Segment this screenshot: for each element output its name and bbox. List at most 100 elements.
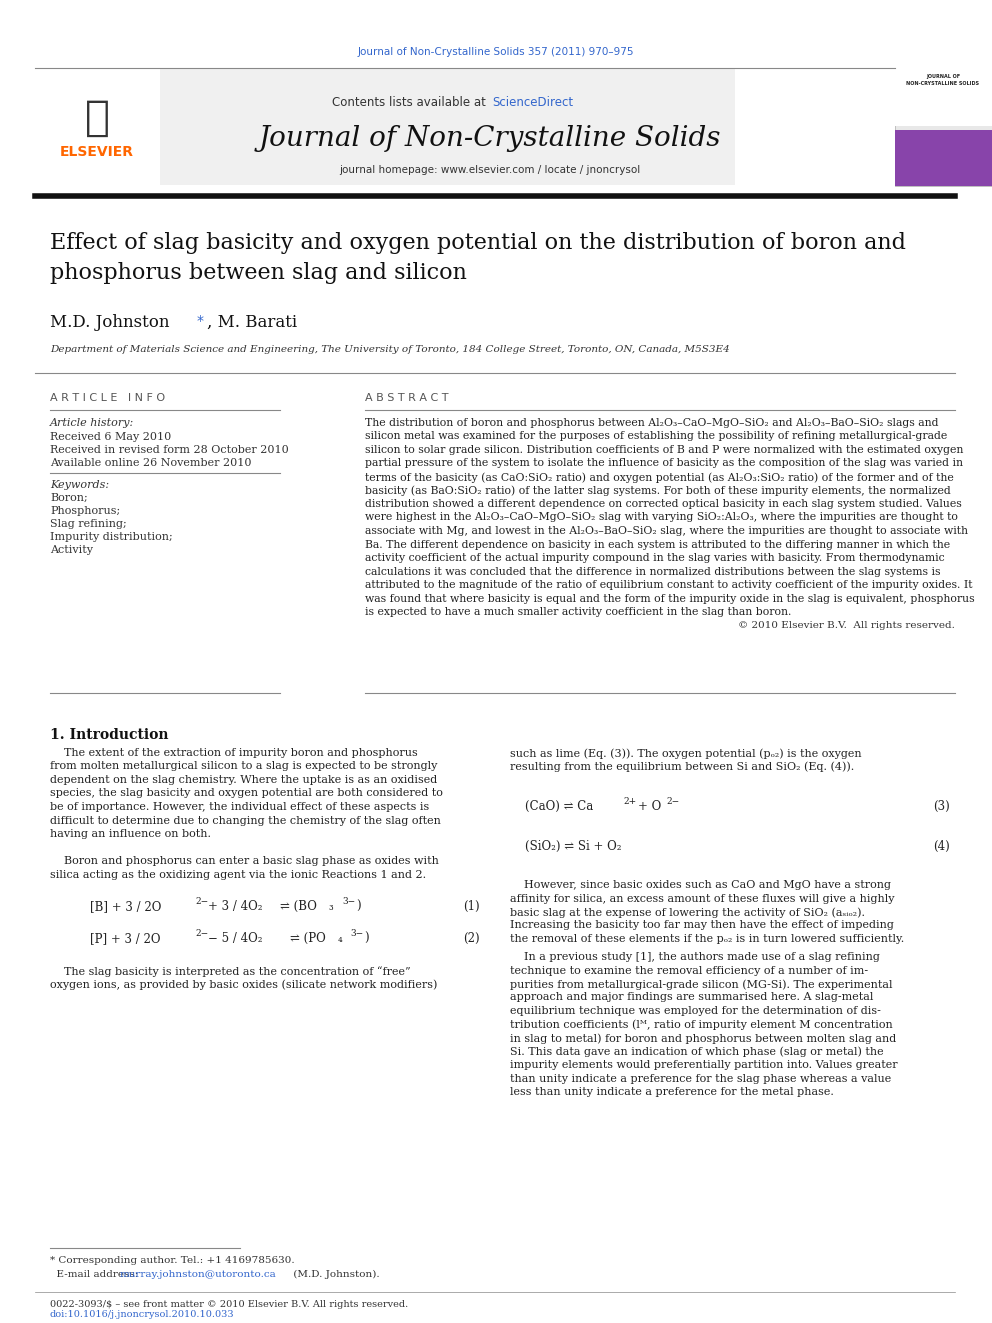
Text: (M.D. Johnston).: (M.D. Johnston). xyxy=(290,1270,380,1279)
Text: 2−: 2− xyxy=(195,929,208,938)
Text: less than unity indicate a preference for the metal phase.: less than unity indicate a preference fo… xyxy=(510,1088,834,1097)
Text: 0022-3093/$ – see front matter © 2010 Elsevier B.V. All rights reserved.: 0022-3093/$ – see front matter © 2010 El… xyxy=(50,1301,409,1308)
Text: terms of the basicity (as CaO:SiO₂ ratio) and oxygen potential (as Al₂O₃:SiO₂ ra: terms of the basicity (as CaO:SiO₂ ratio… xyxy=(365,472,953,483)
Text: E-mail address:: E-mail address: xyxy=(50,1270,142,1279)
Text: be of importance. However, the individual effect of these aspects is: be of importance. However, the individua… xyxy=(50,802,430,812)
Text: + O: + O xyxy=(638,800,662,814)
Text: associate with Mg, and lowest in the Al₂O₃–BaO–SiO₂ slag, where the impurities a: associate with Mg, and lowest in the Al₂… xyxy=(365,527,968,536)
Bar xyxy=(160,67,735,185)
Text: the removal of these elements if the pₒ₂ is in turn lowered sufficiently.: the removal of these elements if the pₒ₂… xyxy=(510,934,905,945)
Text: Effect of slag basicity and oxygen potential on the distribution of boron and: Effect of slag basicity and oxygen poten… xyxy=(50,232,906,254)
Text: such as lime (Eq. (3)). The oxygen potential (pₒ₂) is the oxygen: such as lime (Eq. (3)). The oxygen poten… xyxy=(510,747,862,758)
Text: 1. Introduction: 1. Introduction xyxy=(50,728,169,742)
Text: basic slag at the expense of lowering the activity of SiO₂ (aₛᵢₒ₂).: basic slag at the expense of lowering th… xyxy=(510,908,865,918)
Text: 3−: 3− xyxy=(342,897,355,906)
Text: technique to examine the removal efficiency of a number of im-: technique to examine the removal efficie… xyxy=(510,966,868,975)
Text: having an influence on both.: having an influence on both. xyxy=(50,830,211,839)
Text: The extent of the extraction of impurity boron and phosphorus: The extent of the extraction of impurity… xyxy=(50,747,418,758)
Text: (4): (4) xyxy=(933,840,950,853)
Text: However, since basic oxides such as CaO and MgO have a strong: However, since basic oxides such as CaO … xyxy=(510,880,891,890)
Text: approach and major findings are summarised here. A slag-metal: approach and major findings are summaris… xyxy=(510,992,873,1003)
Text: (3): (3) xyxy=(933,800,950,814)
Text: A B S T R A C T: A B S T R A C T xyxy=(365,393,448,404)
Text: impurity elements would preferentially partition into. Values greater: impurity elements would preferentially p… xyxy=(510,1060,898,1070)
Text: is expected to have a much smaller activity coefficient in the slag than boron.: is expected to have a much smaller activ… xyxy=(365,607,792,617)
Text: Activity: Activity xyxy=(50,545,93,556)
Text: distribution showed a different dependence on corrected optical basicity in each: distribution showed a different dependen… xyxy=(365,499,962,509)
Text: Journal of Non-Crystalline Solids: Journal of Non-Crystalline Solids xyxy=(259,124,721,152)
Text: Slag refining;: Slag refining; xyxy=(50,519,127,529)
Text: Department of Materials Science and Engineering, The University of Toronto, 184 : Department of Materials Science and Engi… xyxy=(50,345,730,355)
Text: [B] + 3 / 2O: [B] + 3 / 2O xyxy=(90,900,162,913)
Text: phosphorus between slag and silicon: phosphorus between slag and silicon xyxy=(50,262,467,284)
Text: Article history:: Article history: xyxy=(50,418,134,429)
Bar xyxy=(895,67,992,126)
Text: than unity indicate a preference for the slag phase whereas a value: than unity indicate a preference for the… xyxy=(510,1073,891,1084)
Text: oxygen ions, as provided by basic oxides (silicate network modifiers): oxygen ions, as provided by basic oxides… xyxy=(50,979,437,990)
Text: [P] + 3 / 2O: [P] + 3 / 2O xyxy=(90,931,161,945)
Text: 2−: 2− xyxy=(666,796,680,806)
Text: 🌳: 🌳 xyxy=(84,97,109,139)
Text: Phosphorus;: Phosphorus; xyxy=(50,505,120,516)
Text: Contents lists available at: Contents lists available at xyxy=(332,95,490,108)
Text: In a previous study [1], the authors made use of a slag refining: In a previous study [1], the authors mad… xyxy=(510,953,880,962)
Text: * Corresponding author. Tel.: +1 4169785630.: * Corresponding author. Tel.: +1 4169785… xyxy=(50,1256,295,1265)
Text: Received in revised form 28 October 2010: Received in revised form 28 October 2010 xyxy=(50,445,289,455)
Text: ScienceDirect: ScienceDirect xyxy=(492,95,573,108)
Text: Keywords:: Keywords: xyxy=(50,480,109,490)
Text: dependent on the slag chemistry. Where the uptake is as an oxidised: dependent on the slag chemistry. Where t… xyxy=(50,775,437,785)
Text: Boron and phosphorus can enter a basic slag phase as oxides with: Boron and phosphorus can enter a basic s… xyxy=(50,856,438,867)
Text: species, the slag basicity and oxygen potential are both considered to: species, the slag basicity and oxygen po… xyxy=(50,789,442,799)
Text: calculations it was concluded that the difference in normalized distributions be: calculations it was concluded that the d… xyxy=(365,566,940,577)
Text: was found that where basicity is equal and the form of the impurity oxide in the: was found that where basicity is equal a… xyxy=(365,594,974,603)
Text: in slag to metal) for boron and phosphorus between molten slag and: in slag to metal) for boron and phosphor… xyxy=(510,1033,896,1044)
Text: silicon metal was examined for the purposes of establishing the possibility of r: silicon metal was examined for the purpo… xyxy=(365,431,947,442)
Text: basicity (as BaO:SiO₂ ratio) of the latter slag systems. For both of these impur: basicity (as BaO:SiO₂ ratio) of the latt… xyxy=(365,486,950,496)
Text: (SiO₂) ⇌ Si + O₂: (SiO₂) ⇌ Si + O₂ xyxy=(525,840,622,853)
Bar xyxy=(895,67,992,187)
Text: resulting from the equilibrium between Si and SiO₂ (Eq. (4)).: resulting from the equilibrium between S… xyxy=(510,762,854,773)
Text: doi:10.1016/j.jnoncrysol.2010.10.033: doi:10.1016/j.jnoncrysol.2010.10.033 xyxy=(50,1310,235,1319)
Text: Available online 26 November 2010: Available online 26 November 2010 xyxy=(50,458,252,468)
Text: ⇌ (PO: ⇌ (PO xyxy=(290,931,325,945)
Text: affinity for silica, an excess amount of these fluxes will give a highly: affinity for silica, an excess amount of… xyxy=(510,893,895,904)
Text: journal homepage: www.elsevier.com / locate / jnoncrysol: journal homepage: www.elsevier.com / loc… xyxy=(339,165,641,175)
Text: ₃: ₃ xyxy=(328,900,332,913)
Text: 2+: 2+ xyxy=(623,796,636,806)
Text: + 3 / 4O₂: + 3 / 4O₂ xyxy=(208,900,263,913)
Text: *: * xyxy=(197,314,204,328)
Text: Ba. The different dependence on basicity in each system is attributed to the dif: Ba. The different dependence on basicity… xyxy=(365,540,950,549)
Text: tribution coefficients (lᴹ, ratio of impurity element M concentration: tribution coefficients (lᴹ, ratio of imp… xyxy=(510,1020,893,1031)
Text: The slag basicity is interpreted as the concentration of “free”: The slag basicity is interpreted as the … xyxy=(50,966,411,976)
Text: Boron;: Boron; xyxy=(50,493,87,503)
Text: Journal of Non-Crystalline Solids 357 (2011) 970–975: Journal of Non-Crystalline Solids 357 (2… xyxy=(358,48,634,57)
Text: difficult to determine due to changing the chemistry of the slag often: difficult to determine due to changing t… xyxy=(50,815,440,826)
Bar xyxy=(35,67,160,187)
Text: ⇌ (BO: ⇌ (BO xyxy=(280,900,316,913)
Text: ₄: ₄ xyxy=(338,931,343,945)
Text: © 2010 Elsevier B.V.  All rights reserved.: © 2010 Elsevier B.V. All rights reserved… xyxy=(738,620,955,630)
Text: Si. This data gave an indication of which phase (slag or metal) the: Si. This data gave an indication of whic… xyxy=(510,1046,884,1057)
Bar xyxy=(895,130,992,187)
Text: 2−: 2− xyxy=(195,897,208,906)
Text: − 5 / 4O₂: − 5 / 4O₂ xyxy=(208,931,263,945)
Text: ): ) xyxy=(356,900,361,913)
Text: 3−: 3− xyxy=(350,929,363,938)
Text: silica acting as the oxidizing agent via the ionic Reactions 1 and 2.: silica acting as the oxidizing agent via… xyxy=(50,869,427,880)
Text: (2): (2) xyxy=(463,931,480,945)
Text: murray.johnston@utoronto.ca: murray.johnston@utoronto.ca xyxy=(120,1270,277,1279)
Text: ): ) xyxy=(364,931,369,945)
Text: equilibrium technique was employed for the determination of dis-: equilibrium technique was employed for t… xyxy=(510,1005,881,1016)
Text: Received 6 May 2010: Received 6 May 2010 xyxy=(50,433,172,442)
Text: Impurity distribution;: Impurity distribution; xyxy=(50,532,173,542)
Text: (1): (1) xyxy=(463,900,480,913)
Text: silicon to solar grade silicon. Distribution coefficients of B and P were normal: silicon to solar grade silicon. Distribu… xyxy=(365,445,963,455)
Text: from molten metallurgical silicon to a slag is expected to be strongly: from molten metallurgical silicon to a s… xyxy=(50,762,437,771)
Text: partial pressure of the system to isolate the influence of basicity as the compo: partial pressure of the system to isolat… xyxy=(365,459,963,468)
Text: Increasing the basicity too far may then have the effect of impeding: Increasing the basicity too far may then… xyxy=(510,921,894,930)
Text: The distribution of boron and phosphorus between Al₂O₃–CaO–MgO–SiO₂ and Al₂O₃–Ba: The distribution of boron and phosphorus… xyxy=(365,418,938,429)
Text: A R T I C L E   I N F O: A R T I C L E I N F O xyxy=(50,393,165,404)
Text: M.D. Johnston: M.D. Johnston xyxy=(50,314,175,331)
Text: activity coefficient of the actual impurity compound in the slag varies with bas: activity coefficient of the actual impur… xyxy=(365,553,944,564)
Text: were highest in the Al₂O₃–CaO–MgO–SiO₂ slag with varying SiO₂:Al₂O₃, where the i: were highest in the Al₂O₃–CaO–MgO–SiO₂ s… xyxy=(365,512,958,523)
